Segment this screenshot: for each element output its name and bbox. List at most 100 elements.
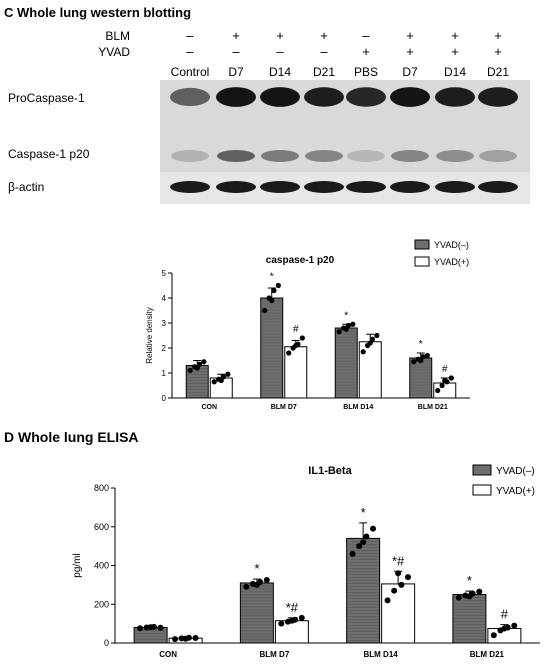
lane-labels: Control D7 D14 D21 PBS D7 D14 D21 bbox=[171, 65, 510, 79]
blot-label-beta-actin: β-actin bbox=[8, 180, 44, 194]
significance-mark: # bbox=[293, 324, 299, 335]
data-point bbox=[363, 533, 370, 540]
treatment-mark: + bbox=[451, 44, 459, 59]
data-point bbox=[439, 382, 445, 389]
data-point bbox=[466, 593, 473, 600]
p20-band bbox=[391, 150, 429, 162]
legend-label: YVAD(+) bbox=[434, 257, 469, 267]
data-point bbox=[442, 377, 448, 384]
p20-band bbox=[347, 150, 385, 162]
data-point bbox=[435, 387, 441, 394]
data-point bbox=[501, 625, 508, 632]
significance-mark: *# bbox=[392, 553, 405, 568]
actin-band bbox=[260, 181, 300, 193]
data-point bbox=[196, 361, 203, 367]
y-tick-label: 400 bbox=[94, 561, 109, 571]
data-point bbox=[172, 636, 179, 643]
data-point bbox=[356, 543, 363, 550]
y-tick-label: 3 bbox=[162, 319, 167, 328]
data-point bbox=[448, 375, 454, 381]
data-point bbox=[293, 342, 299, 349]
lane-label: PBS bbox=[354, 65, 378, 79]
treatment-mark: – bbox=[362, 28, 370, 43]
legend-label: YVAD(–) bbox=[496, 466, 535, 477]
actin-band bbox=[304, 181, 344, 193]
data-point bbox=[298, 614, 305, 621]
treatment-mark: + bbox=[494, 28, 502, 43]
data-point bbox=[194, 365, 200, 371]
legend-label: YVAD(–) bbox=[434, 240, 469, 250]
western-blot-image bbox=[160, 80, 530, 204]
significance-mark: * bbox=[467, 573, 472, 588]
procaspase-band bbox=[260, 87, 300, 107]
y-tick-label: 600 bbox=[94, 522, 109, 532]
bar-yvad-minus bbox=[334, 327, 358, 399]
category-label: BLM D7 bbox=[271, 404, 297, 411]
data-point bbox=[299, 335, 305, 341]
data-point bbox=[225, 371, 231, 377]
treatment-mark: + bbox=[406, 28, 414, 43]
significance-mark: * bbox=[419, 339, 423, 350]
procaspase-band bbox=[390, 87, 430, 107]
panel-d-title: D Whole lung ELISA bbox=[4, 429, 139, 445]
data-point bbox=[201, 359, 207, 365]
data-point bbox=[349, 550, 356, 557]
significance-mark: * bbox=[254, 561, 259, 576]
category-label: CON bbox=[201, 404, 217, 411]
y-tick-label: 0 bbox=[162, 394, 167, 403]
category-label: BLM D7 bbox=[259, 650, 289, 659]
p20-band bbox=[171, 150, 209, 162]
data-point bbox=[275, 282, 281, 289]
data-point bbox=[490, 632, 497, 639]
data-point bbox=[137, 625, 144, 632]
data-point bbox=[360, 539, 367, 546]
data-point bbox=[243, 583, 250, 590]
data-point bbox=[360, 349, 366, 355]
significance-mark: # bbox=[442, 364, 448, 375]
data-point bbox=[262, 307, 268, 314]
chart-title: IL1-Beta bbox=[308, 465, 352, 477]
data-point bbox=[157, 624, 164, 631]
p20-band bbox=[217, 150, 255, 162]
data-point bbox=[455, 594, 462, 601]
treatment-mark: + bbox=[320, 28, 328, 43]
lane-label: D7 bbox=[228, 65, 244, 79]
lane-label: D7 bbox=[402, 65, 418, 79]
treatment-mark: – bbox=[232, 44, 240, 59]
legend-label: YVAD(+) bbox=[496, 486, 535, 497]
data-point bbox=[278, 620, 285, 627]
blot-label-caspase-p20: Caspase-1 p20 bbox=[8, 147, 90, 161]
treatment-mark: + bbox=[232, 28, 240, 43]
procaspase-band bbox=[478, 87, 518, 107]
data-point bbox=[418, 357, 424, 364]
treatment-mark: – bbox=[320, 44, 328, 59]
legend-swatch bbox=[414, 256, 430, 267]
bar-yvad-plus bbox=[381, 583, 416, 644]
data-point bbox=[187, 367, 193, 374]
lane-label: D14 bbox=[444, 65, 466, 79]
procaspase-band bbox=[170, 87, 210, 107]
data-point bbox=[271, 287, 277, 294]
data-point bbox=[182, 635, 189, 642]
chart-title: caspase-1 p20 bbox=[266, 255, 335, 266]
significance-mark: *# bbox=[286, 600, 299, 615]
data-point bbox=[424, 352, 430, 359]
data-point bbox=[288, 617, 295, 624]
lane-label: Control bbox=[171, 65, 210, 79]
data-point bbox=[263, 577, 270, 584]
data-point bbox=[405, 574, 412, 581]
data-point bbox=[420, 354, 426, 360]
data-point bbox=[220, 374, 227, 380]
actin-band bbox=[216, 181, 256, 193]
actin-band bbox=[478, 181, 518, 193]
procaspase-band bbox=[346, 87, 386, 107]
y-tick-label: 200 bbox=[94, 599, 109, 609]
data-point bbox=[398, 581, 405, 588]
treatment-mark-grid: – + + + – + + +– – – – + + + + bbox=[186, 28, 501, 59]
treatment-mark: + bbox=[451, 28, 459, 43]
p20-band bbox=[305, 150, 343, 162]
y-tick-label: 1 bbox=[162, 369, 167, 378]
data-point bbox=[211, 379, 217, 385]
treatment-mark: + bbox=[276, 28, 284, 43]
data-point bbox=[391, 587, 398, 594]
